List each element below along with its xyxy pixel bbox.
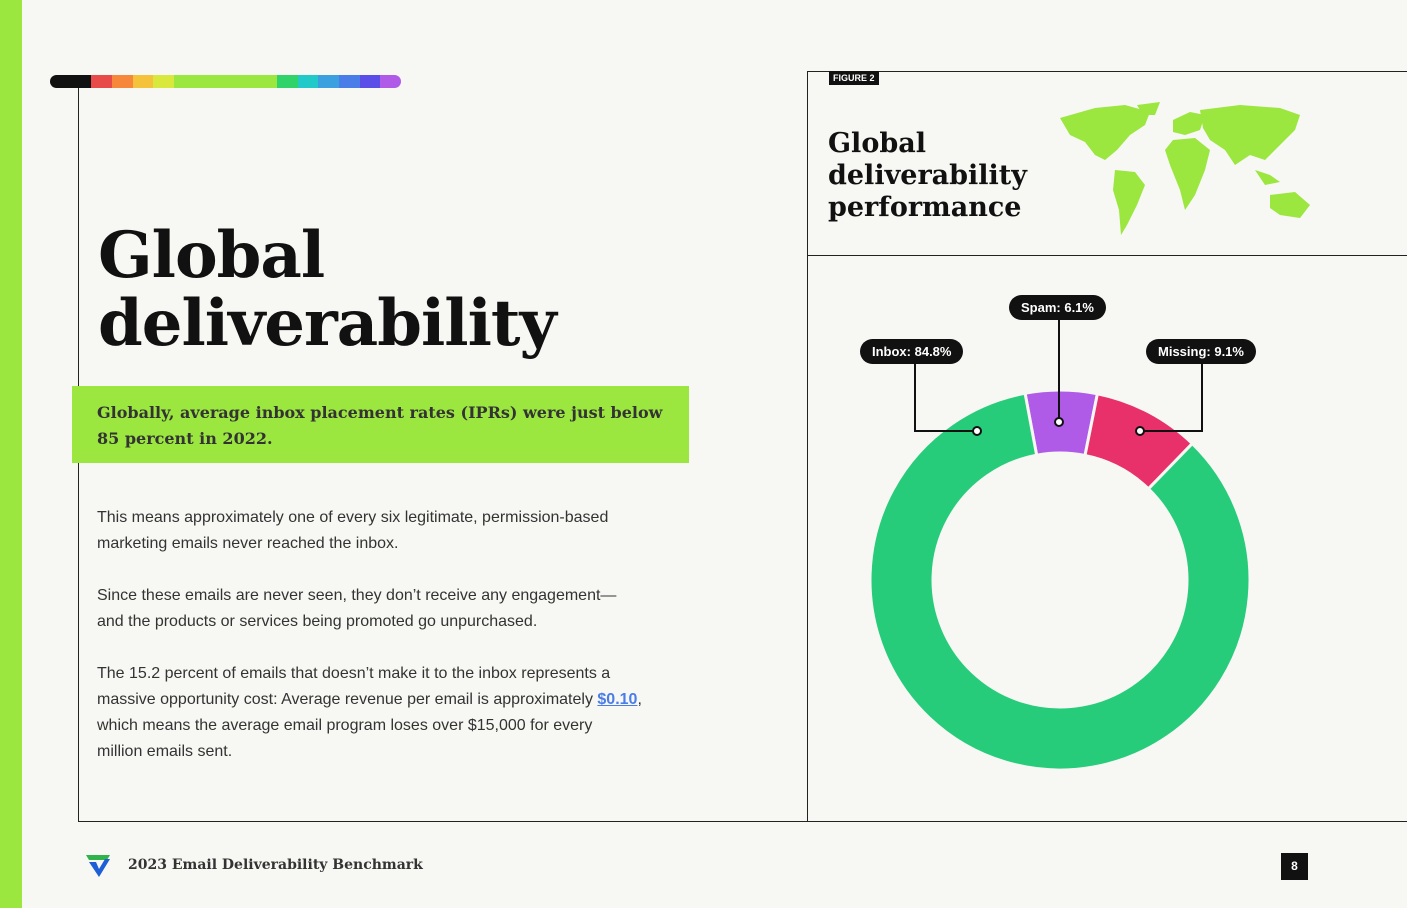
spam-label: Spam: 6.1% [1009, 295, 1106, 320]
divider [807, 255, 1407, 256]
paragraph: Since these emails are never seen, they … [97, 587, 617, 630]
donut-slice-inbox [868, 391, 1252, 772]
revenue-link[interactable]: $0.10 [597, 691, 638, 708]
rainbow-segment [173, 75, 195, 88]
rainbow-segment [194, 75, 216, 88]
rainbow-segment [380, 75, 401, 88]
figure-title: Global deliverability performance [828, 128, 1027, 223]
rainbow-segment [297, 75, 319, 88]
page-title: Global deliverability [98, 222, 557, 361]
page-number: 8 [1281, 853, 1308, 880]
figure-tag: FIGURE 2 [829, 71, 879, 85]
rainbow-segment [277, 75, 298, 88]
inbox-label: Inbox: 84.8% [860, 339, 964, 364]
leader-line [914, 362, 977, 432]
rainbow-segment [235, 75, 257, 88]
footer-title: 2023 Email Deliverability Benchmark [128, 857, 423, 873]
rainbow-bar [50, 75, 401, 88]
text: The 15.2 percent of emails that doesn’t … [97, 665, 611, 708]
left-accent-bar [0, 0, 22, 908]
missing-label: Missing: 9.1% [1146, 339, 1256, 364]
rainbow-segment [91, 75, 112, 88]
text: , which means the average email program … [97, 691, 642, 760]
divider [78, 821, 1407, 822]
callout-box: Globally, average inbox placement rates … [72, 386, 689, 463]
title-line: Global [98, 218, 325, 293]
rainbow-segment [338, 75, 360, 88]
rainbow-segment [153, 75, 174, 88]
paragraph: This means approximately one of every si… [97, 509, 609, 552]
figure-panel [807, 71, 1407, 822]
rainbow-segment [215, 75, 236, 88]
leader-dot [1054, 417, 1064, 427]
rainbow-segment [359, 75, 381, 88]
leader-dot [1135, 426, 1145, 436]
rainbow-segment [111, 75, 133, 88]
brand-logo-icon [86, 855, 110, 877]
rainbow-segment [256, 75, 278, 88]
leader-dot [972, 426, 982, 436]
body-text: This means approximately one of every si… [97, 505, 642, 791]
world-map-icon [1060, 102, 1310, 235]
rainbow-segment [132, 75, 154, 88]
rainbow-segment [50, 75, 71, 88]
rainbow-segment [70, 75, 92, 88]
paragraph: The 15.2 percent of emails that doesn’t … [97, 661, 642, 765]
rainbow-segment [318, 75, 339, 88]
title-line: deliverability [98, 286, 557, 361]
leader-line [1140, 362, 1203, 432]
